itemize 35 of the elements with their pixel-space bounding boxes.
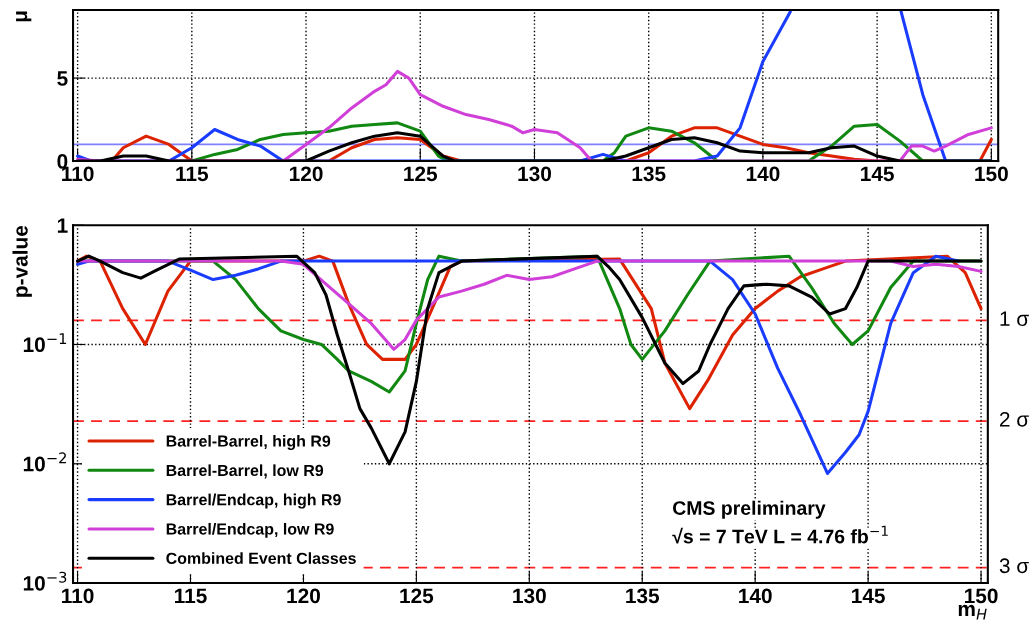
x-tick-label: 130 (518, 166, 551, 182)
legend-label: Barrel/Endcap, high R9 (166, 493, 341, 509)
x-tick-label: 145 (861, 166, 894, 182)
x-tick-label: 120 (289, 166, 323, 182)
legend-label: Barrel-Barrel, high R9 (166, 435, 331, 450)
x-tick-label: 140 (746, 166, 780, 182)
y-tick-label: 5 (57, 71, 68, 86)
x-tick-label: 135 (626, 588, 660, 604)
y-tick-label: 10$^{−1}$ (23, 333, 67, 353)
y-axis-title: p-value (12, 225, 32, 297)
legend-label: Barrel/Endcap, low R9 (166, 522, 334, 538)
line-series (76, 259, 983, 351)
ref-line-label: 2 σ (999, 411, 1029, 427)
annotation: CMS preliminary (673, 500, 826, 519)
x-tick-label: 130 (513, 588, 546, 604)
x-tick-label: 125 (400, 588, 434, 604)
y-tick-label: 10$^{−2}$ (23, 452, 66, 472)
x-axis-title: m$_{H}$ (958, 604, 987, 620)
y-tick-label: 1 (57, 218, 68, 233)
x-tick-label: 150 (964, 588, 998, 604)
x-tick-label: 115 (175, 588, 207, 604)
y-axis-title: μ (16, 11, 32, 22)
legend-label: Combined Event Classes (166, 552, 356, 564)
legend-label: Barrel-Barrel, low R9 (166, 464, 324, 479)
x-tick-label: 110 (62, 588, 94, 604)
x-tick-label: 150 (975, 166, 1008, 182)
ref-line-label: 3 σ (999, 558, 1029, 574)
ref-line-label: 1 σ (1000, 311, 1029, 327)
x-tick-label: 140 (739, 588, 772, 604)
x-tick-label: 135 (632, 166, 666, 182)
x-tick-label: 145 (852, 588, 885, 604)
x-tick-label: 125 (404, 166, 438, 182)
x-tick-label: 115 (176, 166, 209, 182)
x-tick-label: 120 (287, 588, 320, 604)
annotation: √s = 7 TeV L = 4.76 fb$^{−1}$ (672, 525, 888, 544)
